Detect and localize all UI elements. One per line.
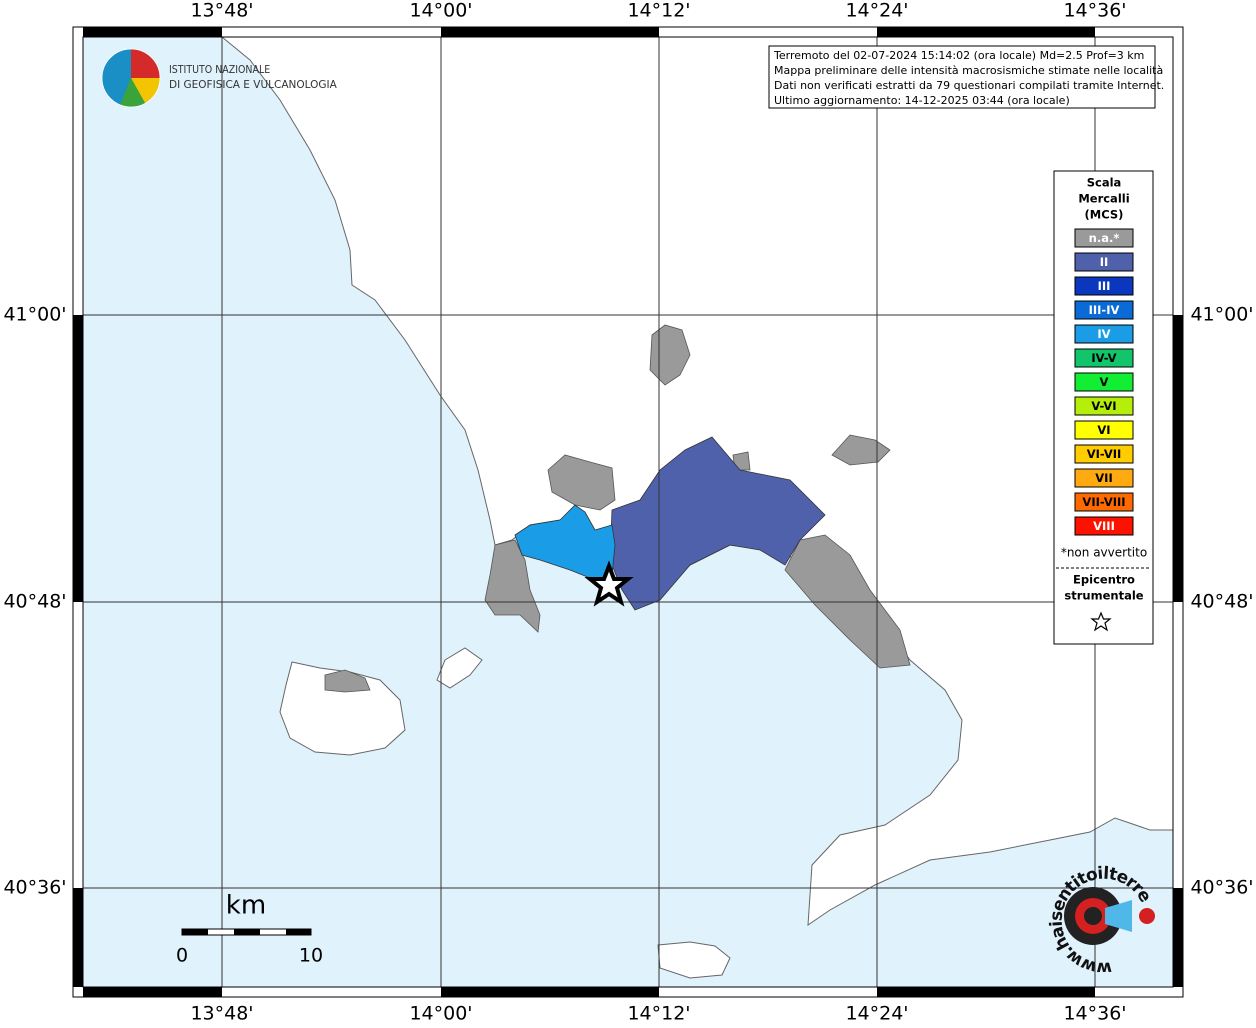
info-line: Ultimo aggiornamento: 14-12-2025 03:44 (… bbox=[774, 94, 1070, 107]
legend-swatch bbox=[1074, 444, 1134, 464]
legend-title: Scala bbox=[1087, 176, 1122, 190]
legend-label: VIII bbox=[1093, 519, 1115, 533]
legend-label: VII-VIII bbox=[1082, 495, 1125, 509]
lon-label: 13°48' bbox=[190, 1003, 253, 1025]
legend-swatch bbox=[1074, 420, 1134, 440]
info-box bbox=[768, 45, 1156, 109]
info-line: Terremoto del 02-07-2024 15:14:02 (ora l… bbox=[773, 49, 1144, 62]
legend-label: n.a.* bbox=[1089, 231, 1120, 245]
legend-swatch bbox=[1074, 396, 1134, 416]
lon-label: 14°12' bbox=[627, 1003, 690, 1025]
lat-label: 41°00' bbox=[3, 304, 66, 326]
lon-label: 14°24' bbox=[845, 1003, 908, 1025]
scale-unit: km bbox=[226, 891, 266, 921]
lat-label: 40°36' bbox=[1190, 877, 1253, 899]
island bbox=[324, 669, 371, 693]
legend-swatch bbox=[1074, 300, 1134, 320]
legend-swatch bbox=[1074, 228, 1134, 248]
lat-label: 40°48' bbox=[1190, 591, 1253, 613]
logo-text: ISTITUTO NAZIONALE bbox=[169, 64, 270, 76]
lon-label: 13°48' bbox=[190, 0, 253, 22]
logo: ISTITUTO NAZIONALE DI GEOFISICA E VULCAN… bbox=[101, 48, 338, 108]
legend-label: VI-VII bbox=[1087, 447, 1122, 461]
scale-label: 10 bbox=[299, 945, 323, 967]
lon-label: 14°00' bbox=[409, 0, 472, 22]
lat-label: 40°48' bbox=[3, 591, 66, 613]
frame bbox=[72, 26, 1184, 998]
intensity-area bbox=[609, 436, 826, 611]
scale-bar: km 0 10 bbox=[176, 891, 323, 967]
legend-label: III bbox=[1098, 279, 1111, 293]
info-line: Mappa preliminare delle intensità macros… bbox=[774, 64, 1163, 77]
legend-label: VI bbox=[1097, 423, 1110, 437]
logo-text: DI GEOFISICA E VULCANOLOGIA bbox=[169, 79, 338, 91]
legend-label: IV bbox=[1097, 327, 1110, 341]
legend-footnote: *non avvertito bbox=[1061, 546, 1147, 560]
legend-swatch bbox=[1074, 348, 1134, 368]
legend-swatch bbox=[1074, 276, 1134, 296]
legend-label: III-IV bbox=[1089, 303, 1120, 317]
legend-swatch bbox=[1074, 516, 1134, 536]
island bbox=[657, 941, 731, 979]
lat-label: 41°00' bbox=[1190, 304, 1253, 326]
legend-title: Mercalli bbox=[1078, 192, 1129, 206]
epicenter bbox=[584, 560, 634, 607]
legend-swatch bbox=[1074, 468, 1134, 488]
legend-star bbox=[1090, 611, 1112, 632]
lat-label: 40°36' bbox=[3, 877, 66, 899]
legend-title: (MCS) bbox=[1085, 208, 1124, 222]
lon-label: 14°36' bbox=[1063, 1003, 1126, 1025]
legend-label: II bbox=[1100, 255, 1109, 269]
legend-swatch bbox=[1074, 252, 1134, 272]
island bbox=[436, 647, 483, 689]
legend-label: IV-V bbox=[1091, 351, 1116, 365]
lon-label: 14°12' bbox=[627, 0, 690, 22]
legend-epicenter: Epicentro bbox=[1073, 573, 1135, 587]
legend-label: V-VI bbox=[1091, 399, 1116, 413]
intensity-area bbox=[514, 504, 616, 581]
lon-label: 14°36' bbox=[1063, 0, 1126, 22]
legend-epicenter: strumentale bbox=[1064, 589, 1143, 603]
legend-swatch bbox=[1074, 492, 1134, 512]
lon-label: 14°24' bbox=[845, 0, 908, 22]
legend-swatch bbox=[1074, 372, 1134, 392]
legend-swatch bbox=[1074, 324, 1134, 344]
info-line: Dati non verificati estratti da 79 quest… bbox=[774, 79, 1164, 92]
legend-label: VII bbox=[1095, 471, 1112, 485]
legend-label: V bbox=[1100, 375, 1109, 389]
scale-label: 0 bbox=[176, 945, 188, 967]
lon-label: 14°00' bbox=[409, 1003, 472, 1025]
